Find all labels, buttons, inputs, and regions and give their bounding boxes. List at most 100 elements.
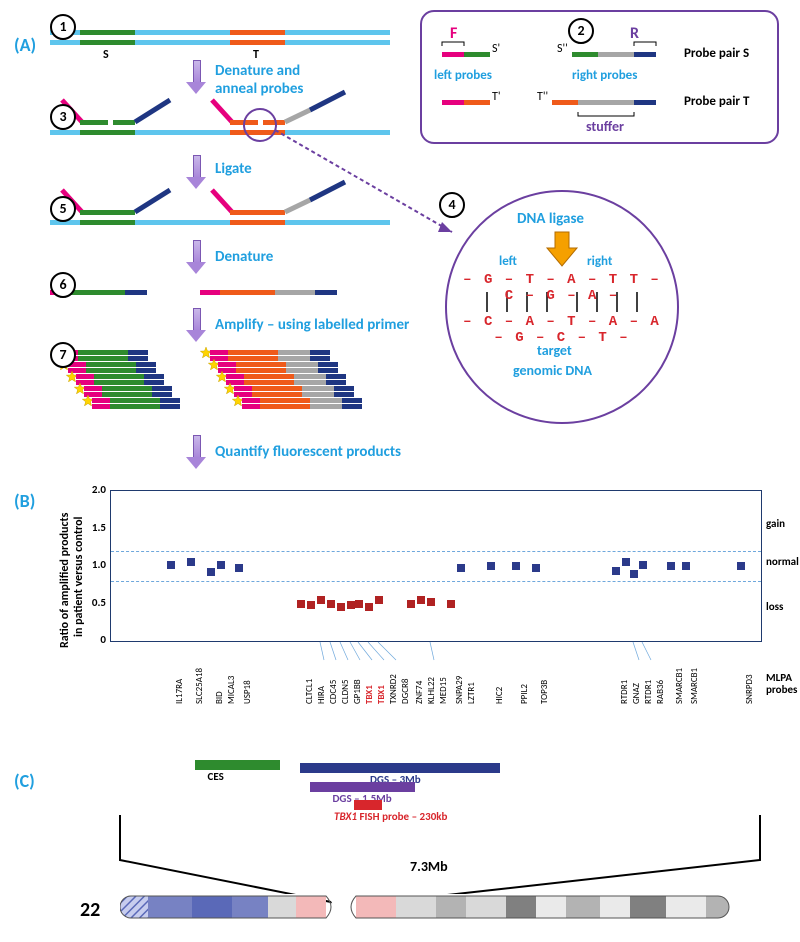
gene-label: SNRPD3 [744,674,755,704]
ytick-label: 1.0 [86,558,106,571]
chart-point [622,558,630,566]
inset2-left-probes: left probes [434,68,492,83]
gene-label: IL17RA [174,679,185,704]
chart-point [682,562,690,570]
inset4-probe-seq: – G – T – A – T T – C – G – A – [459,272,665,304]
arrow-4 [190,308,202,340]
label-loss: loss [766,600,783,613]
arrow-5 [190,435,202,467]
inset2-S2: S'' [557,42,568,56]
step4-label: Amplify – using labelled primer [215,316,409,334]
chart-point [355,600,363,608]
gene-label: MED15 [438,677,449,704]
gene-label: TBX1 [376,685,387,704]
step1-dsDNA [50,30,390,45]
inset2-right-probes: right probes [572,68,637,83]
chart-point [630,570,638,578]
chart-point [639,561,647,569]
step2-label: Ligate [215,160,252,178]
chart-point [187,558,195,566]
gene-label: KLHL22 [426,677,437,704]
label-gain: gain [766,517,785,530]
gene-label: PPIL2 [519,684,530,704]
gene-label: ZNF74 [414,681,425,704]
chart-point [337,603,345,611]
inset2-stuffer: stuffer [586,118,624,135]
gene-label: SMARCB1 [674,668,685,704]
gene-label: CDC45 [328,680,339,704]
step5-label: Quantify fluorescent products [215,443,401,461]
chart-point [347,601,355,609]
region-label: TBX1 FISH probe – 230kb [334,810,447,823]
gene-label: SNPA29 [454,676,465,704]
gene-label: USP18 [242,680,253,704]
span-label: 7.3Mb [410,858,448,875]
ytick-label: 0 [86,633,106,646]
inset4-circle: 4 DNA ligase left right – G – T – A – T … [445,190,679,424]
chart-point [532,564,540,572]
chromosome-label: 22 [80,898,100,922]
gene-label: RTDR1 [619,680,630,704]
gene-label: BID [214,691,225,704]
inset2-T1: T' [492,90,501,104]
label-S: S [103,48,109,62]
step7 [50,347,362,409]
gene-label: TXNRD2 [388,674,399,704]
chart-point [427,598,435,606]
region-bar [300,763,500,773]
ytick-label: 2.0 [86,483,106,496]
arrow-1 [190,60,202,92]
gene-label: GP1BB [352,679,363,704]
chart-threshold-line [111,551,761,552]
chart-point [407,600,415,608]
gene-label: RAB36 [655,680,666,704]
chart-point [235,564,243,572]
ytick-label: 0.5 [86,596,106,609]
chart-point [207,568,215,576]
gene-label: CLDN5 [340,680,351,705]
gene-label: DGCR8 [400,679,411,704]
ytitle2: in patient versus control [72,517,86,638]
inset2-probe-pair-S: Probe pair S [684,46,749,61]
chart-point [307,601,315,609]
ytitle1: Ratio of amplified products [58,513,72,648]
chart-threshold-line [111,581,761,582]
label-normal: normal [766,555,799,568]
chart-point [365,603,373,611]
panel-label-B: (B) [14,490,35,512]
label-mlpa-probes: MLPA probes [766,672,797,696]
region-label: CES [208,770,224,783]
step-circle-6: 6 [50,272,76,298]
gene-label: HIC2 [494,687,505,704]
chart-point [612,567,620,575]
gene-label: GNAZ [631,683,642,704]
gene-label: SMARCB1 [689,668,700,704]
gene-label: SLC25A18 [194,668,205,704]
chart-point [327,600,335,608]
ytick-label: 1.5 [86,521,106,534]
arrow-2 [190,155,202,187]
inset4-target: target [537,342,572,359]
chart-point [217,561,225,569]
gene-label: CLTCL1 [304,679,315,704]
step5 [50,182,390,225]
step1-label: Denature and anneal probes [215,62,303,98]
chart-point [667,562,675,570]
chart-point [417,596,425,604]
step-circle-7: 7 [50,342,76,368]
inset2-box: 2 F R S' S'' T' T'' left probes right pr… [420,10,779,144]
gene-label: TBX1 [364,685,375,704]
chart-point [512,562,520,570]
region-bar [354,800,382,810]
gene-label: MICAL3 [226,676,237,704]
gene-label: TOP3B [539,680,550,704]
label-T: T [253,48,259,62]
chart-point [737,562,745,570]
chart-point [317,596,325,604]
step-circle-1: 1 [50,14,76,40]
inset2-S1: S' [492,42,500,56]
inset4-genomic: genomic DNA [513,362,592,379]
chart-point [297,600,305,608]
chromosome-ideogram [120,894,730,916]
region-bar [195,760,280,770]
